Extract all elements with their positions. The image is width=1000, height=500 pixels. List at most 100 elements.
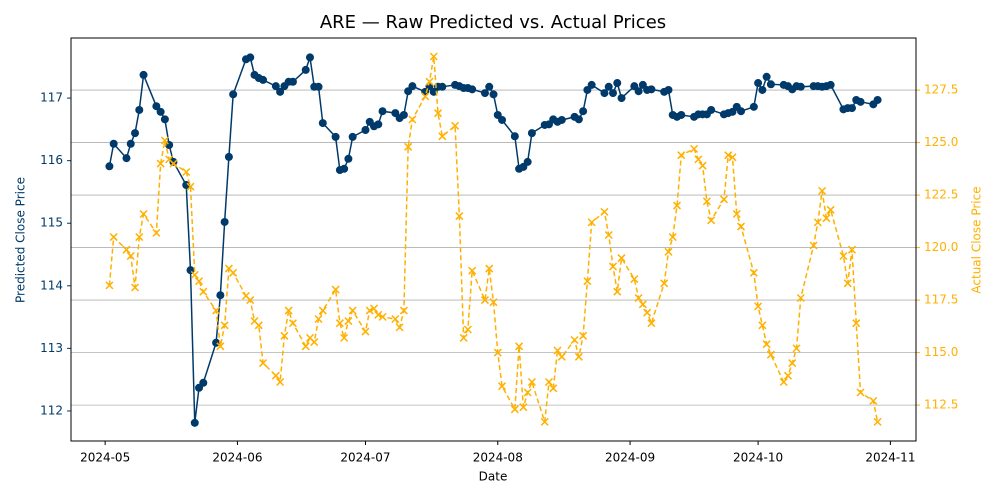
marker	[557, 115, 566, 124]
marker	[869, 396, 878, 405]
marker	[574, 115, 583, 124]
marker	[135, 233, 144, 242]
marker	[600, 207, 609, 216]
marker	[600, 89, 609, 98]
marker	[105, 162, 114, 171]
marker	[583, 277, 592, 286]
marker	[489, 298, 498, 307]
marker	[122, 154, 131, 163]
marker	[557, 352, 566, 361]
marker	[220, 321, 229, 330]
marker	[523, 388, 532, 397]
marker	[271, 82, 280, 91]
marker	[736, 222, 746, 231]
marker	[135, 105, 144, 114]
marker	[391, 314, 400, 324]
marker	[190, 418, 199, 427]
marker	[762, 340, 771, 349]
marker	[131, 129, 140, 138]
marker	[788, 359, 797, 368]
marker	[707, 105, 716, 114]
series	[105, 52, 882, 426]
y-axis-label: Predicted Close Price	[14, 177, 28, 303]
marker	[604, 230, 613, 240]
marker	[194, 277, 204, 286]
marker	[493, 348, 502, 357]
marker	[399, 306, 408, 315]
marker	[587, 80, 596, 89]
marker	[634, 87, 643, 96]
marker	[754, 79, 763, 88]
marker	[498, 115, 507, 124]
marker	[254, 321, 263, 330]
y-tick-label: 112	[40, 403, 63, 417]
marker	[160, 136, 169, 145]
marker	[643, 308, 652, 317]
marker	[122, 245, 131, 254]
marker	[301, 65, 310, 74]
marker	[843, 279, 852, 288]
y-tick-label: 116	[40, 153, 63, 167]
marker	[109, 139, 118, 148]
marker	[638, 300, 647, 309]
marker	[728, 153, 737, 162]
marker	[719, 195, 728, 204]
marker	[216, 291, 225, 300]
marker	[455, 212, 464, 221]
x-axis-label: Date	[479, 470, 508, 484]
marker	[314, 314, 323, 324]
marker	[544, 377, 554, 387]
marker	[779, 377, 788, 387]
marker	[429, 52, 438, 61]
marker	[340, 164, 349, 173]
marker	[647, 85, 656, 94]
marker	[553, 346, 562, 355]
marker	[754, 302, 763, 311]
x-tick-label: 2024-06	[212, 451, 262, 465]
marker	[796, 293, 805, 303]
marker	[480, 296, 489, 305]
marker	[156, 107, 165, 116]
y2-tick-label: 127.5	[924, 83, 958, 97]
marker	[813, 218, 822, 227]
marker	[220, 217, 229, 226]
marker	[608, 262, 618, 271]
marker	[152, 102, 161, 111]
marker	[361, 125, 370, 134]
marker	[378, 312, 387, 321]
marker	[498, 382, 507, 391]
marker	[468, 85, 477, 94]
marker	[847, 245, 857, 254]
marker	[224, 152, 233, 161]
marker	[378, 107, 387, 116]
marker	[630, 275, 639, 284]
marker	[702, 197, 711, 206]
marker	[579, 331, 588, 340]
marker	[527, 377, 536, 387]
marker	[160, 115, 169, 124]
marker	[749, 102, 758, 111]
y-tick-label: 113	[40, 341, 63, 355]
marker	[792, 344, 801, 353]
marker	[280, 331, 289, 340]
marker	[634, 293, 643, 303]
marker	[229, 268, 238, 277]
marker	[758, 321, 767, 330]
y2-tick-label: 117.5	[924, 293, 958, 307]
y-tick-label: 117	[40, 91, 63, 105]
marker	[523, 157, 532, 166]
marker	[489, 90, 498, 99]
marker	[276, 87, 285, 96]
marker	[796, 82, 805, 91]
marker	[510, 132, 519, 141]
marker	[126, 251, 135, 261]
marker	[348, 132, 357, 141]
marker	[485, 82, 494, 91]
marker	[604, 82, 613, 91]
marker	[690, 144, 699, 153]
marker	[613, 287, 622, 296]
marker	[421, 92, 430, 101]
marker	[664, 85, 673, 94]
marker	[156, 159, 165, 168]
